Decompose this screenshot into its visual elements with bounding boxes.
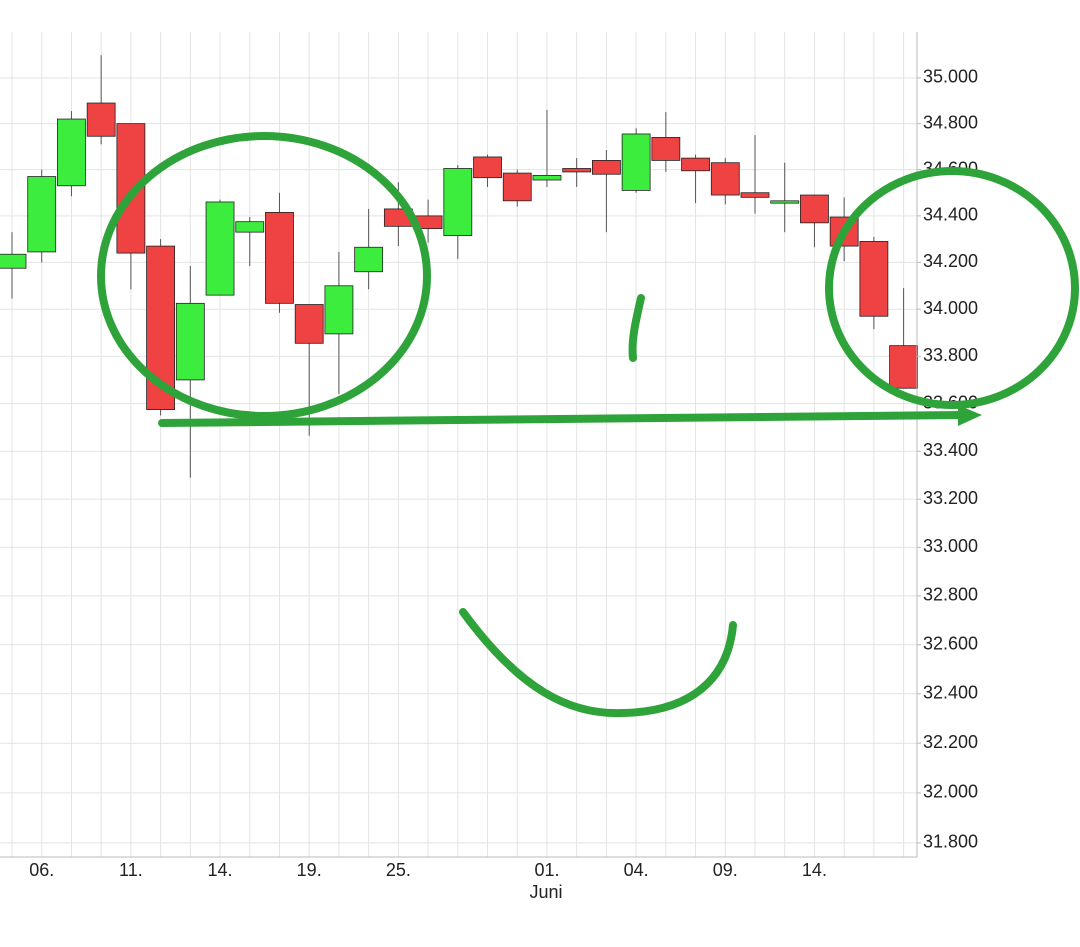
candle-body (740, 192, 770, 198)
candle-body (27, 176, 57, 253)
candle-body (710, 162, 740, 196)
candle-body (0, 253, 27, 269)
y-tick-label: 33.200 (923, 488, 978, 508)
plot-area (0, 55, 918, 478)
annotation-circle (97, 132, 431, 420)
candle-body (235, 221, 265, 233)
candle-body (354, 246, 384, 273)
candle-body (889, 345, 918, 389)
annotation-circle (825, 167, 1079, 409)
candle-body (473, 156, 502, 179)
y-tick-label: 32.600 (923, 633, 978, 653)
x-tick-label: 14. (208, 860, 233, 880)
candle-body (175, 302, 205, 381)
y-tick-label: 32.000 (923, 782, 978, 802)
x-tick-label: 25. (386, 860, 411, 880)
x-tick-label: 11. (119, 860, 143, 880)
candle-body (265, 212, 294, 304)
candle-body (770, 200, 800, 204)
candle-body (205, 201, 235, 296)
x-tick-label: 09. (713, 860, 738, 880)
annotation-smile (459, 608, 737, 718)
candle-body (651, 137, 681, 161)
y-tick-label: 34.400 (923, 205, 978, 225)
candle-body (532, 174, 562, 181)
x-tick-label: 01. (534, 860, 559, 880)
candle-body (294, 304, 324, 344)
x-axis-title: Juni (529, 882, 562, 902)
y-tick-label: 31.800 (923, 832, 978, 852)
y-tick-label: 33.400 (923, 440, 978, 460)
candle-body (443, 168, 473, 237)
axis-labels: 31.800 32.000 32.200 32.400 32.600 32.800 33.0… (29, 67, 978, 880)
candle-body (592, 160, 621, 175)
y-tick-label: 32.800 (923, 585, 978, 605)
candle-body (681, 157, 710, 172)
y-tick-label: 35.000 (923, 67, 978, 87)
candle-body (57, 118, 86, 187)
annotations (97, 132, 1079, 718)
y-tick-label: 33.800 (923, 345, 978, 365)
y-tick-label: 34.000 (923, 298, 978, 318)
candle-body (621, 133, 651, 191)
annotation-eye (628, 294, 645, 362)
y-tick-label: 34.200 (923, 251, 978, 271)
candle-body (800, 194, 829, 224)
candle-body (562, 168, 592, 173)
y-tick-label: 33.000 (923, 536, 978, 556)
x-tick-label: 19. (297, 860, 322, 880)
y-tick-label: 32.400 (923, 683, 978, 703)
x-tick-label: 14. (802, 860, 827, 880)
candle-body (859, 241, 889, 317)
y-tick-label: 32.200 (923, 732, 978, 752)
annotation-arrow (158, 411, 966, 427)
candle-body (86, 102, 116, 137)
candle-body (324, 285, 354, 335)
x-tick-label: 06. (29, 860, 54, 880)
y-tick-label: 34.800 (923, 112, 978, 132)
x-tick-label: 04. (624, 860, 649, 880)
candle-body (502, 172, 532, 202)
annotation-arrowhead (958, 405, 982, 426)
